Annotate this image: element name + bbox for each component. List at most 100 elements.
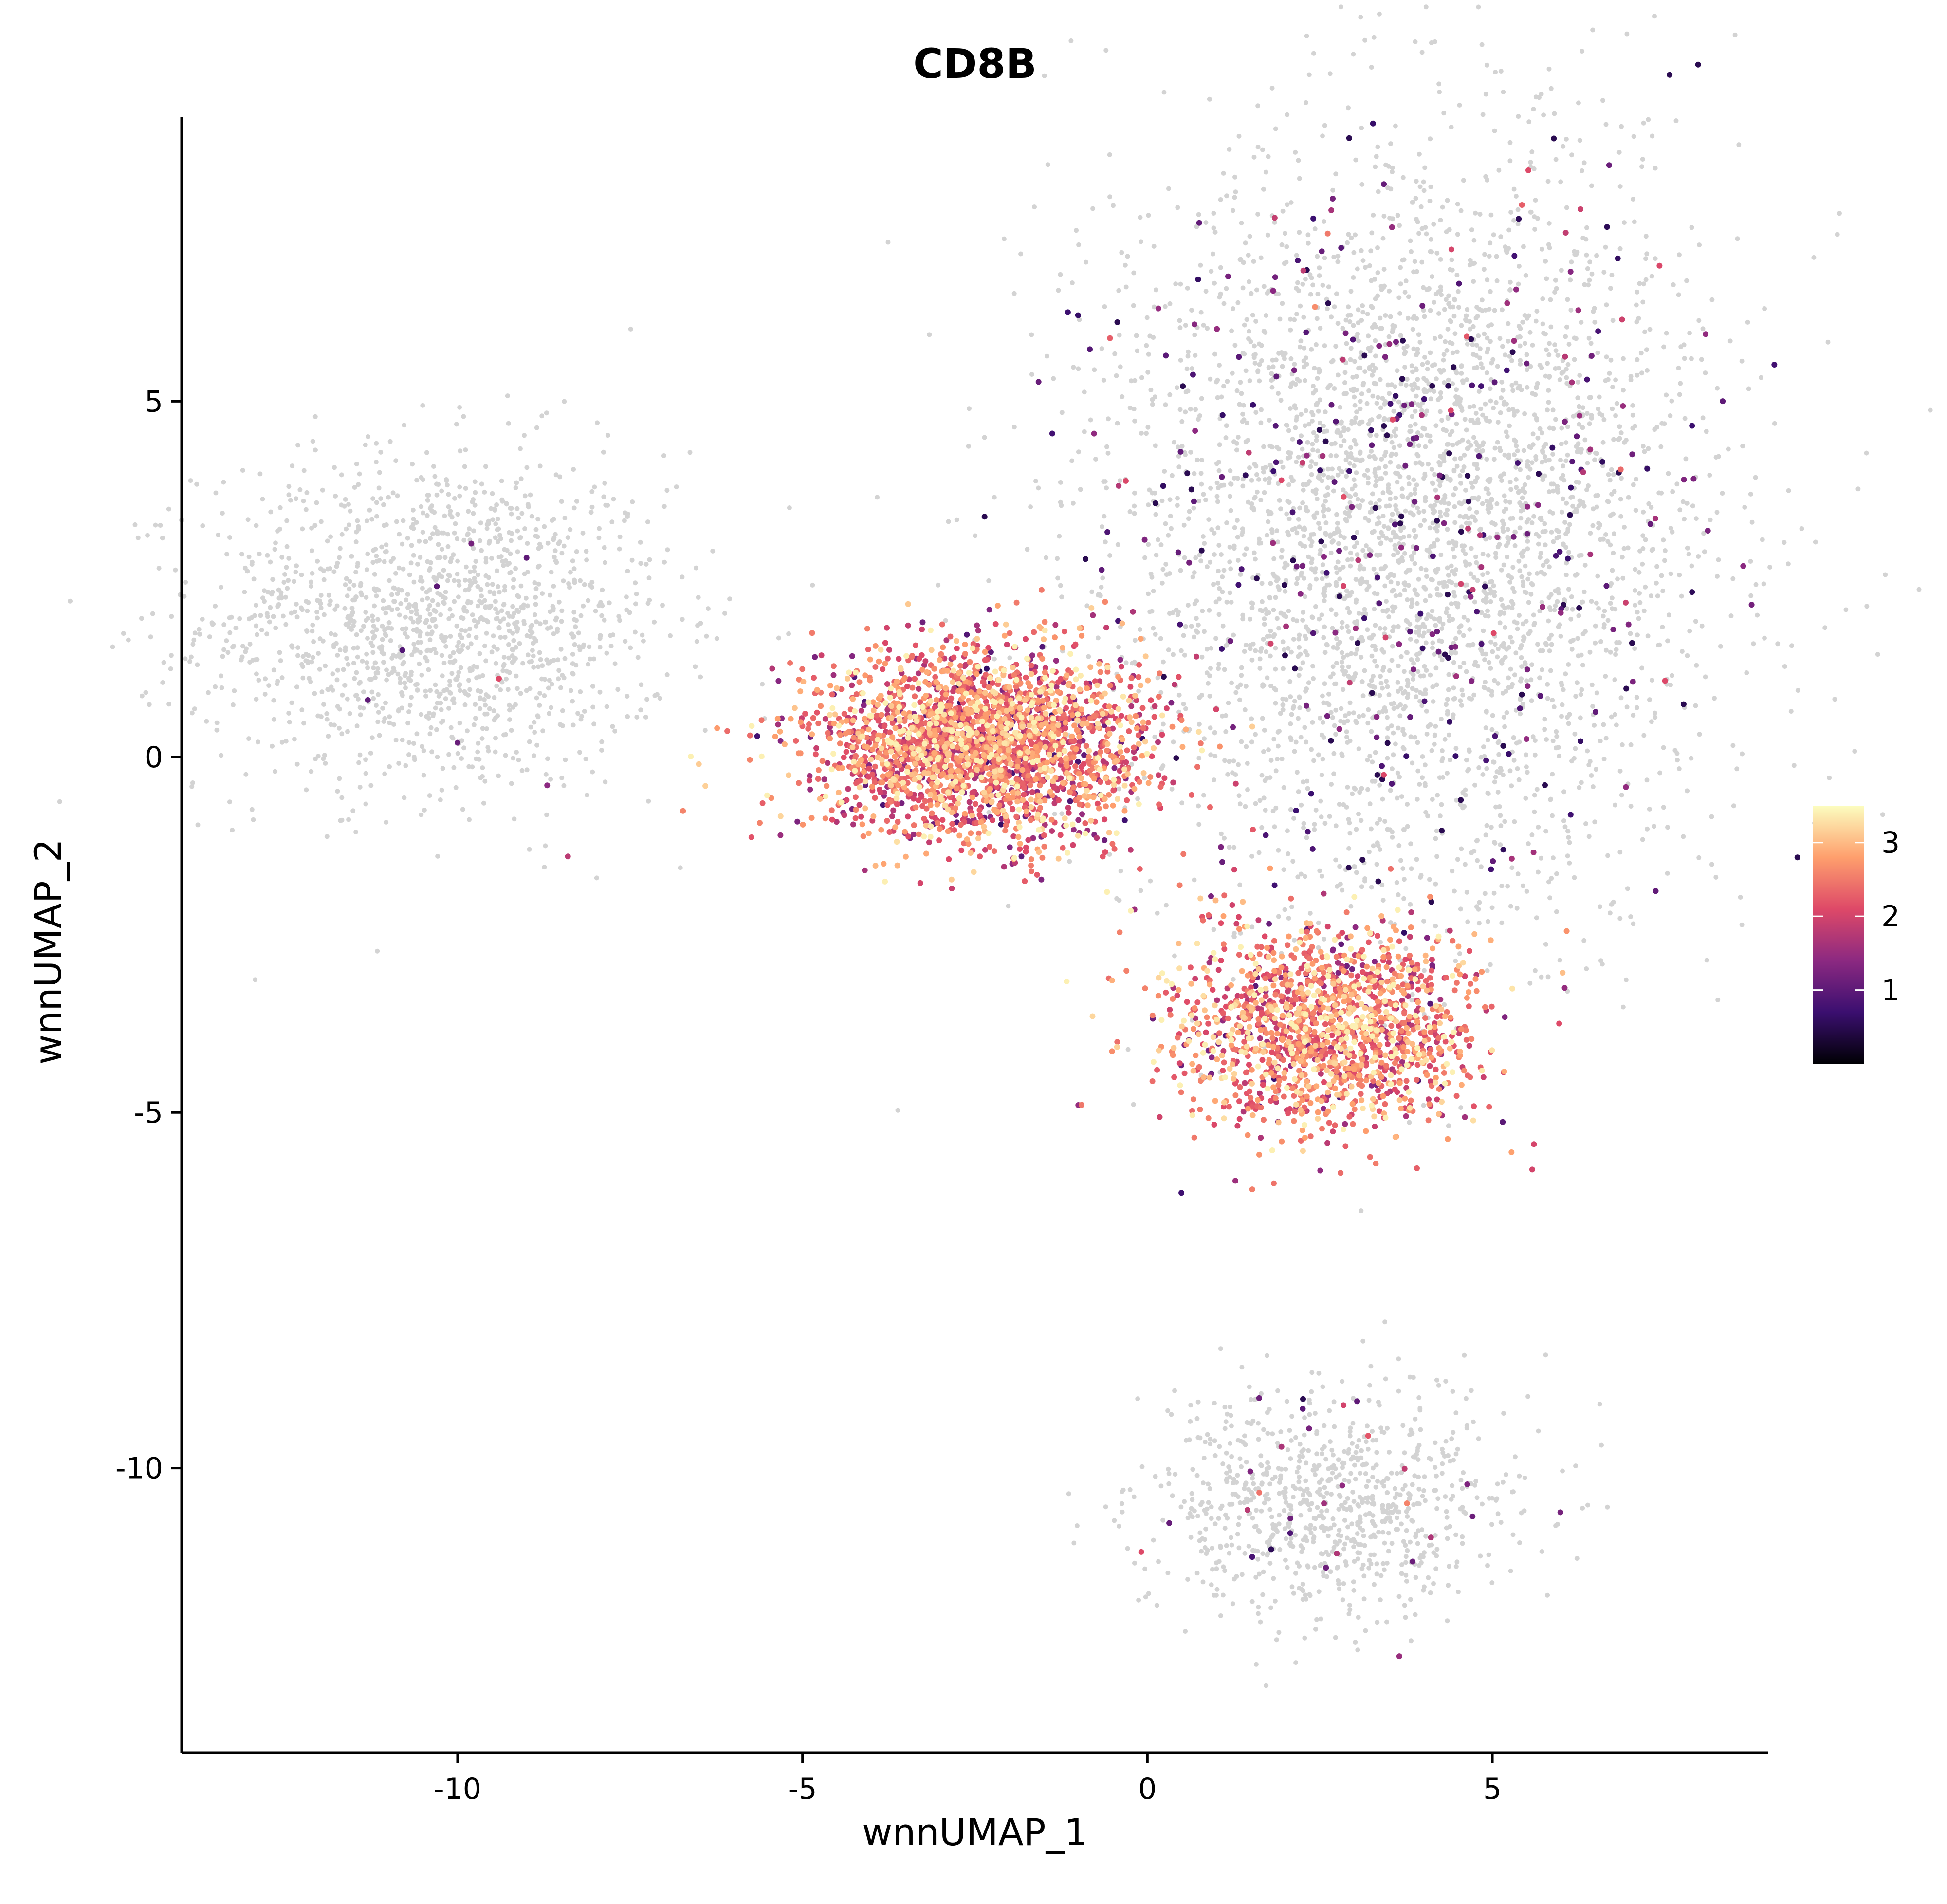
- background-cell-point: [1366, 518, 1372, 523]
- background-cell-point: [1496, 739, 1502, 744]
- background-cell-point: [232, 688, 237, 693]
- background-cell-point: [351, 646, 356, 651]
- background-cell-point: [1347, 700, 1353, 705]
- background-cell-point: [1437, 775, 1442, 780]
- background-cell-point: [1184, 366, 1190, 371]
- background-cell-point: [485, 582, 490, 587]
- background-cell-point: [1405, 691, 1411, 697]
- background-cell-point: [1534, 532, 1539, 537]
- background-cell-point: [1390, 830, 1395, 834]
- background-cell-point: [1324, 306, 1330, 312]
- background-cell-point: [1249, 657, 1255, 663]
- background-cell-point: [301, 499, 306, 504]
- background-cell-point: [1618, 497, 1623, 502]
- background-cell-point: [139, 616, 144, 621]
- background-cell-point: [1450, 350, 1455, 355]
- background-cell-point: [370, 618, 376, 623]
- background-cell-point: [1166, 533, 1171, 538]
- background-cell-point: [1430, 640, 1435, 646]
- background-cell-point: [1044, 555, 1049, 560]
- background-cell-point: [1452, 456, 1457, 462]
- background-cell-point: [472, 569, 477, 574]
- background-cell-point: [318, 605, 324, 610]
- background-cell-point: [1608, 601, 1613, 606]
- background-cell-point: [1396, 892, 1401, 897]
- background-cell-point: [1470, 352, 1476, 357]
- background-cell-point: [1569, 594, 1574, 599]
- background-cell-point: [1668, 413, 1673, 418]
- background-cell-point: [1151, 626, 1156, 631]
- background-cell-point: [1604, 302, 1609, 308]
- background-cell-point: [491, 708, 496, 713]
- background-cell-point: [1215, 395, 1220, 400]
- background-cell-point: [1286, 646, 1291, 651]
- background-cell-point: [562, 656, 568, 661]
- background-cell-point: [1371, 566, 1377, 572]
- background-cell-point: [460, 807, 465, 812]
- background-cell-point: [1398, 333, 1403, 338]
- background-cell-point: [1454, 421, 1459, 426]
- background-cell-point: [332, 607, 338, 612]
- background-cell-point: [381, 660, 386, 665]
- background-cell-point: [1488, 386, 1493, 391]
- background-cell-point: [1307, 583, 1313, 588]
- background-cell-point: [1554, 536, 1560, 541]
- background-cell-point: [394, 654, 399, 659]
- background-cell-point: [1704, 429, 1709, 434]
- background-cell-point: [693, 664, 698, 669]
- background-cell-point: [645, 519, 650, 525]
- background-cell-point: [1726, 446, 1731, 452]
- background-cell-point: [1650, 133, 1655, 139]
- background-cell-point: [1311, 513, 1317, 518]
- background-cell-point: [1383, 313, 1388, 318]
- background-cell-point: [1520, 495, 1525, 500]
- background-cell-point: [1609, 491, 1615, 497]
- background-cell-point: [1453, 636, 1458, 641]
- background-cell-point: [1476, 495, 1481, 500]
- background-cell-point: [1160, 567, 1166, 572]
- background-cell-point: [1272, 824, 1277, 830]
- background-cell-point: [1391, 445, 1396, 450]
- background-cell-point: [1686, 552, 1691, 557]
- background-cell-point: [1509, 865, 1515, 870]
- background-cell-point: [1531, 514, 1537, 519]
- background-cell-point: [590, 769, 595, 775]
- background-cell-point: [221, 480, 226, 485]
- background-cell-point: [1260, 716, 1265, 721]
- background-cell-point: [364, 660, 369, 665]
- background-cell-point: [1427, 198, 1433, 203]
- background-cell-point: [514, 686, 520, 691]
- background-cell-point: [391, 556, 396, 561]
- background-cell-point: [1514, 906, 1520, 911]
- background-cell-point: [1303, 378, 1307, 383]
- background-cell-point: [1058, 272, 1063, 277]
- background-cell-point: [1450, 539, 1455, 544]
- background-cell-point: [1259, 773, 1265, 778]
- background-cell-point: [1353, 719, 1359, 724]
- background-cell-point: [1519, 655, 1524, 660]
- background-cell-point: [414, 611, 419, 617]
- background-cell-point: [1700, 415, 1706, 421]
- background-cell-point: [1501, 715, 1506, 720]
- background-cell-point: [500, 558, 505, 564]
- background-cell-point: [520, 661, 526, 666]
- background-cell-point: [1684, 278, 1690, 283]
- background-cell-point: [1383, 470, 1388, 476]
- background-cell-point: [1642, 329, 1648, 334]
- background-cell-point: [568, 527, 573, 532]
- background-cell-point: [409, 543, 414, 548]
- background-cell-point: [1432, 299, 1436, 305]
- background-cell-point: [1531, 107, 1536, 112]
- background-cell-point: [1203, 289, 1209, 294]
- background-cell-point: [555, 657, 561, 663]
- background-cell-point: [424, 513, 430, 518]
- background-cell-point: [1398, 858, 1403, 863]
- background-cell-point: [292, 737, 297, 742]
- background-cell-point: [209, 620, 215, 626]
- background-cell-point: [1253, 648, 1258, 653]
- background-cell-point: [1167, 301, 1173, 306]
- background-cell-point: [227, 799, 232, 805]
- background-cell-point: [415, 561, 420, 567]
- background-cell-point: [376, 710, 381, 715]
- background-cell-point: [271, 698, 276, 703]
